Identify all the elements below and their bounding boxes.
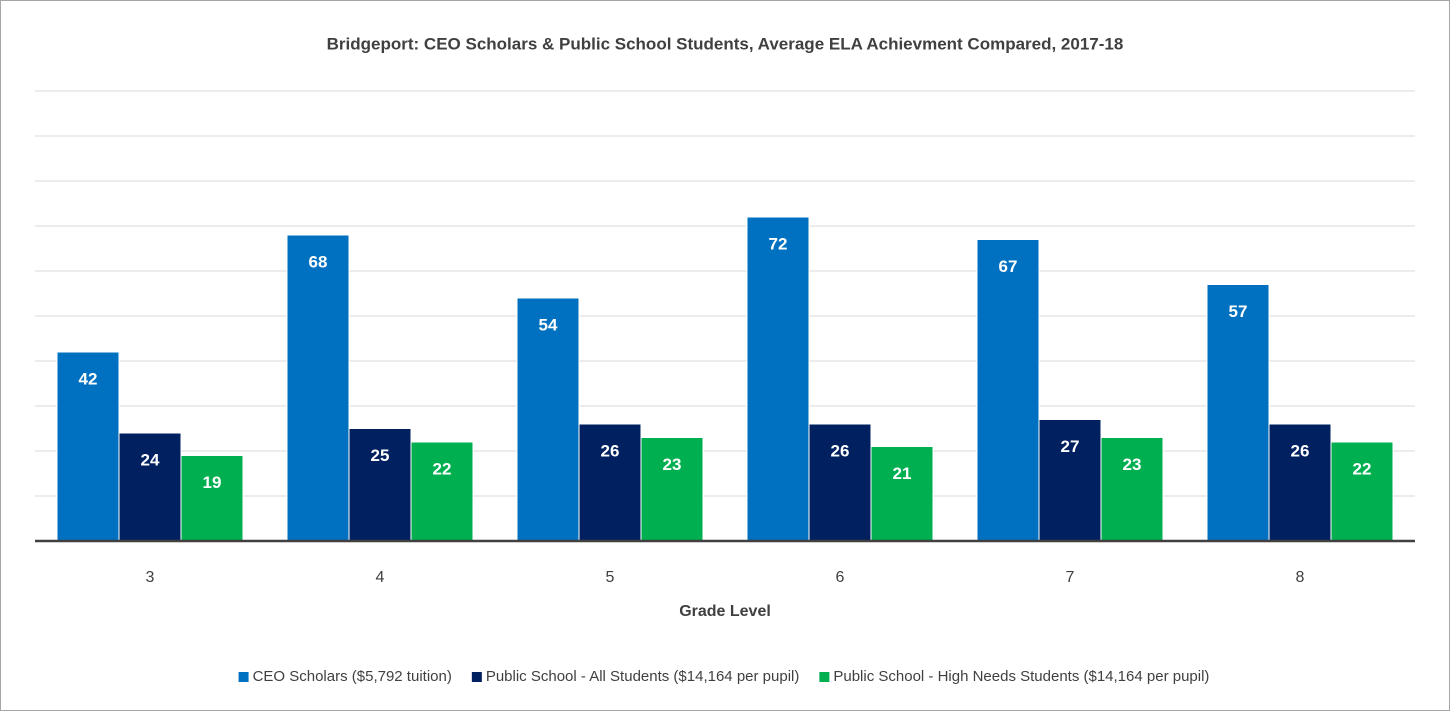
bar [808, 423, 872, 542]
legend-label: Public School - All Students ($14,164 pe… [486, 668, 800, 685]
bar [1038, 419, 1102, 542]
chart-title: Bridgeport: CEO Scholars & Public School… [327, 34, 1124, 53]
bar [56, 351, 120, 542]
legend-swatch [819, 672, 830, 682]
data-label: 25 [371, 446, 390, 465]
legend-swatch [471, 672, 482, 682]
bar [870, 446, 934, 542]
x-tick-label: 3 [146, 569, 155, 586]
data-label: 22 [433, 459, 452, 478]
legend-label: CEO Scholars ($5,792 tuition) [253, 668, 452, 685]
data-label: 27 [1061, 437, 1080, 456]
bar [578, 423, 642, 542]
data-label: 23 [663, 455, 682, 474]
bar [746, 216, 810, 542]
data-label: 72 [769, 234, 788, 253]
data-label: 54 [539, 315, 558, 334]
x-tick-label: 6 [836, 569, 845, 586]
x-axis-title: Grade Level [679, 603, 771, 620]
data-label: 26 [601, 441, 620, 460]
legend-swatch [238, 672, 249, 682]
bar [180, 455, 244, 542]
x-tick-label: 7 [1066, 569, 1075, 586]
x-tick-label: 8 [1296, 569, 1305, 586]
bar [410, 441, 474, 542]
data-label: 42 [79, 369, 98, 388]
bar [286, 234, 350, 542]
data-label: 68 [309, 252, 328, 271]
bar [348, 428, 412, 542]
data-label: 57 [1229, 302, 1248, 321]
bar [1100, 437, 1164, 542]
data-label: 26 [831, 441, 850, 460]
bar [1330, 441, 1394, 542]
bar [516, 297, 580, 542]
bar [976, 239, 1040, 542]
bar [640, 437, 704, 542]
data-label: 19 [203, 473, 222, 492]
data-label: 26 [1291, 441, 1310, 460]
bar [1206, 284, 1270, 542]
data-label: 24 [141, 450, 160, 469]
x-tick-label: 4 [376, 569, 385, 586]
bar [118, 432, 182, 542]
legend-label: Public School - High Needs Students ($14… [833, 668, 1209, 685]
data-label: 67 [999, 257, 1018, 276]
data-label: 22 [1353, 459, 1372, 478]
x-tick-label: 5 [606, 569, 615, 586]
data-label: 23 [1123, 455, 1142, 474]
data-label: 21 [893, 464, 912, 483]
